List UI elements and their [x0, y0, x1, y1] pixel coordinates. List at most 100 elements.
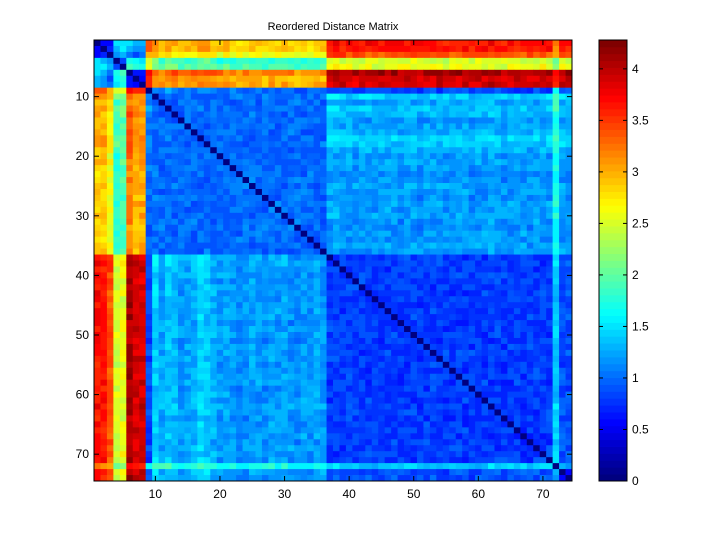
- heatmap-cell: [481, 266, 489, 273]
- heatmap-cell: [165, 218, 172, 226]
- heatmap-cell: [268, 177, 276, 184]
- heatmap-cell: [139, 320, 147, 327]
- heatmap-cell: [365, 284, 373, 291]
- heatmap-cell: [559, 57, 566, 65]
- heatmap-cell: [100, 361, 108, 369]
- heatmap-cell: [177, 320, 185, 327]
- heatmap-cell: [462, 93, 470, 100]
- heatmap-cell: [106, 200, 114, 208]
- heatmap-cell: [475, 343, 482, 351]
- heatmap-cell: [190, 343, 198, 351]
- heatmap-cell: [365, 75, 373, 83]
- heatmap-cell: [210, 194, 218, 202]
- heatmap-cell: [307, 355, 315, 363]
- heatmap-cell: [152, 427, 159, 434]
- heatmap-cell: [106, 117, 114, 124]
- heatmap-cell: [500, 373, 508, 381]
- heatmap-cell: [565, 367, 573, 375]
- heatmap-cell: [274, 111, 282, 118]
- heatmap-cell: [242, 320, 250, 327]
- heatmap-cell: [165, 200, 172, 208]
- heatmap-cell: [165, 45, 172, 53]
- heatmap-cell: [145, 45, 153, 53]
- heatmap-cell: [100, 367, 108, 375]
- heatmap-cell: [139, 183, 147, 190]
- heatmap-cell: [249, 397, 256, 404]
- heatmap-cell: [384, 123, 392, 130]
- heatmap-cell: [326, 51, 334, 59]
- heatmap-cell: [281, 296, 289, 303]
- heatmap-cell: [455, 129, 463, 136]
- heatmap-cell: [552, 302, 560, 309]
- heatmap-cell: [565, 57, 573, 65]
- heatmap-cell: [333, 248, 340, 255]
- heatmap-cell: [100, 159, 108, 166]
- heatmap-cell: [358, 159, 366, 166]
- heatmap-cell: [100, 242, 108, 249]
- heatmap-cell: [294, 224, 302, 232]
- heatmap-cell: [468, 63, 476, 71]
- heatmap-cell: [171, 439, 179, 446]
- heatmap-cell: [475, 427, 482, 434]
- heatmap-cell: [294, 81, 302, 89]
- heatmap-cell: [475, 188, 482, 196]
- heatmap-cell: [274, 337, 282, 345]
- heatmap-cell: [533, 254, 541, 261]
- heatmap-cell: [261, 427, 269, 434]
- heatmap-cell: [236, 391, 243, 398]
- heatmap-cell: [139, 296, 147, 303]
- heatmap-cell: [132, 397, 140, 404]
- heatmap-cell: [300, 57, 308, 65]
- heatmap-cell: [158, 194, 166, 202]
- heatmap-cell: [320, 57, 327, 65]
- heatmap-cell: [500, 200, 508, 208]
- heatmap-cell: [358, 332, 366, 339]
- heatmap-cell: [358, 153, 366, 160]
- heatmap-cell: [203, 254, 211, 261]
- heatmap-cell: [371, 194, 379, 202]
- heatmap-cell: [261, 236, 269, 244]
- heatmap-cell: [177, 308, 185, 315]
- heatmap-cell: [300, 165, 308, 172]
- heatmap-cell: [397, 409, 405, 416]
- heatmap-cell: [352, 141, 360, 148]
- heatmap-cell: [533, 177, 541, 184]
- heatmap-cell: [261, 165, 269, 172]
- heatmap-cell: [203, 242, 211, 249]
- heatmap-cell: [404, 81, 411, 89]
- heatmap-cell: [307, 153, 315, 160]
- heatmap-cell: [507, 40, 515, 47]
- heatmap-cell: [410, 403, 418, 410]
- heatmap-cell: [481, 403, 489, 410]
- heatmap-cell: [261, 135, 269, 142]
- heatmap-cell: [190, 355, 198, 363]
- heatmap-cell: [326, 278, 334, 285]
- heatmap-cell: [520, 421, 528, 428]
- heatmap-cell: [113, 81, 121, 89]
- heatmap-cell: [552, 194, 560, 202]
- heatmap-cell: [404, 123, 411, 130]
- heatmap-cell: [294, 242, 302, 249]
- heatmap-cell: [320, 123, 327, 130]
- heatmap-cell: [333, 326, 340, 333]
- heatmap-cell: [552, 332, 560, 339]
- heatmap-cell: [397, 254, 405, 261]
- heatmap-cell: [436, 248, 444, 255]
- heatmap-cell: [210, 385, 218, 393]
- heatmap-cell: [526, 171, 534, 178]
- heatmap-cell: [307, 320, 315, 327]
- heatmap-cell: [152, 260, 159, 267]
- heatmap-cell: [229, 296, 237, 303]
- heatmap-cell: [287, 391, 295, 398]
- heatmap-cell: [352, 171, 360, 178]
- heatmap-cell: [100, 45, 108, 53]
- heatmap-cell: [565, 63, 573, 71]
- heatmap-cell: [384, 332, 392, 339]
- heatmap-cell: [520, 320, 528, 327]
- heatmap-cell: [100, 385, 108, 393]
- heatmap-cell: [119, 439, 127, 446]
- heatmap-cell: [184, 290, 192, 297]
- heatmap-cell: [416, 188, 424, 196]
- heatmap-cell: [268, 93, 276, 100]
- heatmap-cell: [255, 254, 263, 261]
